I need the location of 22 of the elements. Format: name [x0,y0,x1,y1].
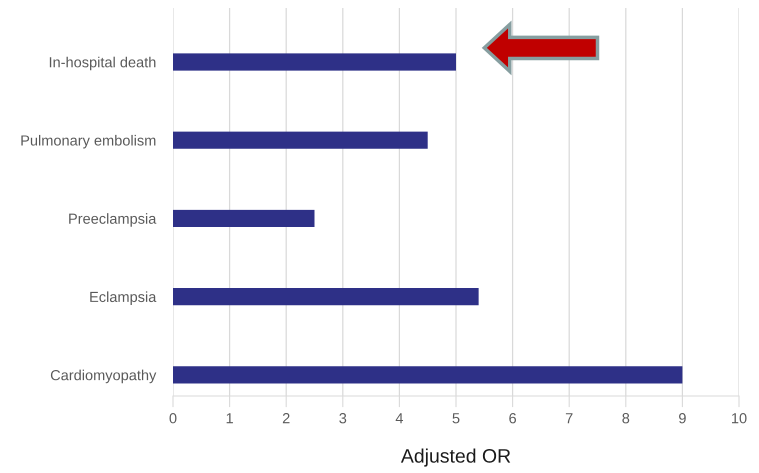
bar [173,210,314,228]
x-tick-label: 10 [732,413,747,424]
bar [173,366,682,384]
x-tick-label: 9 [679,413,686,424]
y-tick-label: Preeclampsia [69,213,156,227]
y-tick-label: In-hospital death [50,56,156,70]
x-tick-label: 0 [170,413,176,424]
y-tick-label: Pulmonary embolism [21,134,156,149]
bar [173,288,479,306]
x-tick-label: 3 [339,413,346,424]
x-axis-title: Adjusted OR [400,448,510,467]
x-tick-label: 7 [566,413,573,424]
x-tick-label: 2 [282,413,290,424]
x-tick-label: 8 [622,413,630,424]
x-tick-label: 6 [509,413,516,424]
bar [173,132,428,149]
bar [173,53,456,71]
x-tick-label: 4 [396,413,404,424]
y-tick-label: Cardiomyopathy [50,370,156,384]
y-tick-label: Eclampsia [90,291,156,305]
x-tick-label: 5 [452,413,460,424]
x-tick-label: 1 [226,413,233,424]
